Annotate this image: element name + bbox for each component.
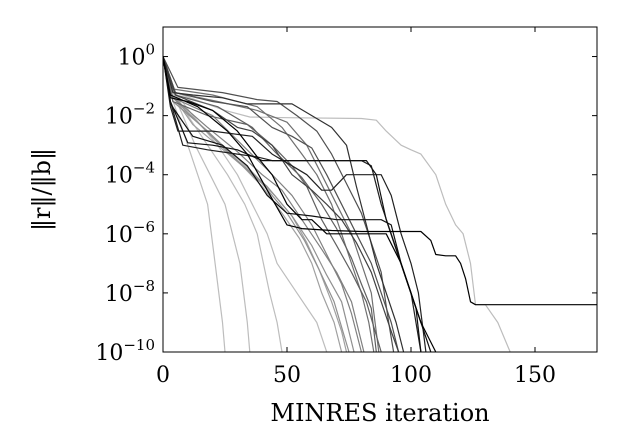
ticks-layer: 0 50 100 150 100 10−2 10−4 10−6 10−8 10−10 [95,27,597,388]
series-line-10 [163,56,362,352]
series-line-11 [163,56,365,352]
y-tick-label-3: 10−6 [105,218,155,248]
series-line-18 [163,56,400,352]
series-line-19 [163,56,405,352]
x-tick-label-1: 50 [273,363,301,388]
x-tick-label-2: 100 [390,363,432,388]
series-line-24 [163,56,597,306]
series-line-16 [163,56,395,352]
series-line-13 [163,56,380,352]
y-tick-label-1: 10−2 [105,100,155,130]
series-line-25 [163,56,437,352]
series-line-4 [163,56,328,352]
x-tick-label-3: 150 [514,363,556,388]
series-line-2 [163,56,251,352]
series-line-17 [163,56,400,352]
plot-frame [162,26,598,353]
x-axis-title: MINRES iteration [270,399,489,427]
y-tick-label-2: 10−4 [105,159,155,189]
series-layer [163,56,597,352]
series-line-21 [163,56,427,352]
y-tick-label-4: 10−8 [105,277,155,307]
series-line-15 [163,56,382,352]
y-tick-label-0: 100 [117,41,155,71]
x-tick-label-0: 0 [156,363,170,388]
y-axis-title: ‖r‖/‖b‖ [28,148,57,231]
series-line-9 [163,56,355,352]
series-line-5 [163,56,511,352]
series-line-8 [163,56,350,352]
y-tick-label-5: 10−10 [95,336,155,366]
